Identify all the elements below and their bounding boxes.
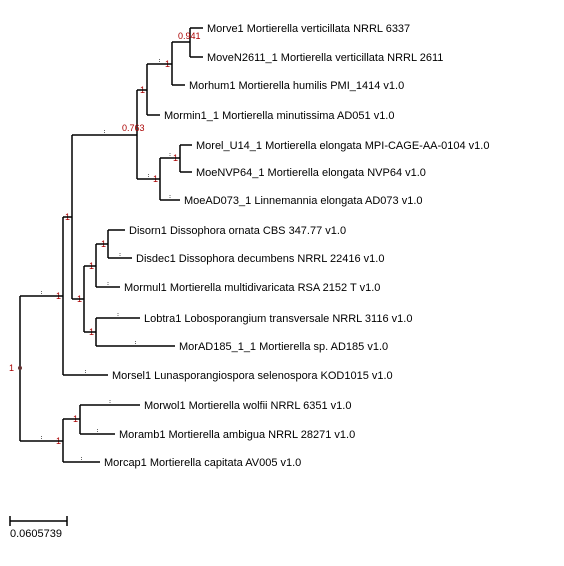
scale-bar-label: 0.0605739 bbox=[10, 528, 62, 540]
root-marker bbox=[18, 366, 22, 370]
taxon-label: Lobtra1 Lobosporangium transversale NRRL… bbox=[144, 313, 412, 325]
taxon-label: Morwol1 Mortierella wolfii NRRL 6351 v1.… bbox=[144, 400, 351, 412]
taxon-label: Morcap1 Mortierella capitata AV005 v1.0 bbox=[104, 457, 301, 469]
taxon-label: Morel_U14_1 Mortierella elongata MPI-CAG… bbox=[196, 140, 489, 152]
phylogenetic-tree: 0.94111110.763111111111Morve1 Mortierell… bbox=[0, 0, 564, 566]
taxon-label: Morve1 Mortierella verticillata NRRL 633… bbox=[207, 23, 410, 35]
taxon-label: Mormul1 Mortierella multidivaricata RSA … bbox=[124, 282, 380, 294]
taxon-label: Morsel1 Lunasporangiospora selenospora K… bbox=[112, 370, 393, 382]
taxon-label: MoeNVP64_1 Mortierella elongata NVP64 v1… bbox=[196, 167, 426, 179]
support-value: 1 bbox=[9, 363, 14, 373]
taxon-label: Disorn1 Dissophora ornata CBS 347.77 v1.… bbox=[129, 225, 346, 237]
taxon-label: MoveN2611_1 Mortierella verticillata NRR… bbox=[207, 52, 443, 64]
support-value: 0.941 bbox=[178, 31, 201, 41]
taxon-label: Mormin1_1 Mortierella minutissima AD051 … bbox=[164, 110, 394, 122]
taxon-label: MorAD185_1_1 Mortierella sp. AD185 v1.0 bbox=[179, 341, 388, 353]
taxon-label: Morhum1 Mortierella humilis PMI_1414 v1.… bbox=[189, 80, 404, 92]
taxon-label: MoeAD073_1 Linnemannia elongata AD073 v1… bbox=[184, 195, 423, 207]
taxon-label: Disdec1 Dissophora decumbens NRRL 22416 … bbox=[136, 253, 384, 265]
taxon-label: Moramb1 Mortierella ambigua NRRL 28271 v… bbox=[119, 429, 355, 441]
support-value: 0.763 bbox=[122, 123, 145, 133]
